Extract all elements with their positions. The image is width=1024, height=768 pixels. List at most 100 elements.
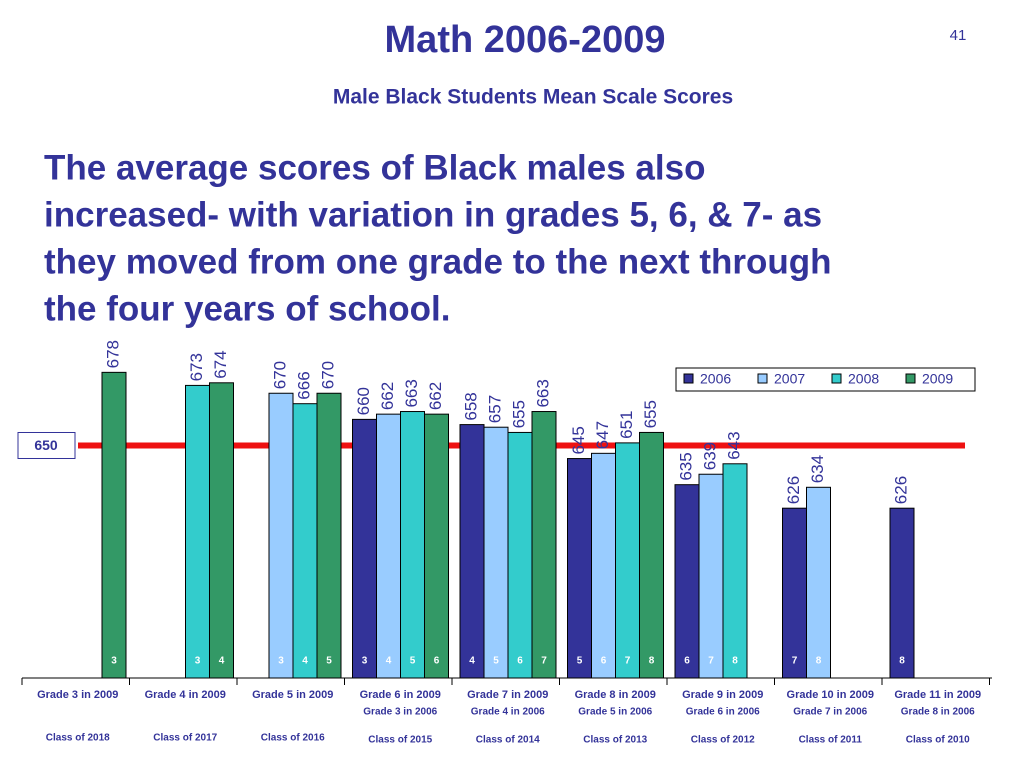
legend-box xyxy=(675,367,976,392)
x-tick-label: Grade 5 in 2009 xyxy=(252,689,333,701)
value-label: 645 xyxy=(569,426,588,454)
body-text: increased- with variation in grades 5, 6… xyxy=(44,195,822,234)
grade-label: 3 xyxy=(111,656,117,667)
legend-swatch xyxy=(905,373,916,384)
grade-label: 5 xyxy=(577,656,583,667)
bar xyxy=(698,473,724,679)
bar xyxy=(101,371,127,679)
grade-label: 8 xyxy=(649,656,655,667)
bar xyxy=(639,431,664,679)
grade-label: 5 xyxy=(326,656,332,667)
bar xyxy=(782,507,807,679)
value-label: 666 xyxy=(294,371,313,399)
x-tick-label: Grade 7 in 2009 xyxy=(467,689,548,701)
grade-label: 6 xyxy=(601,656,607,667)
value-label: 678 xyxy=(103,340,122,368)
x-tick-label: Grade 10 in 2009 xyxy=(787,689,874,701)
grade-label: 5 xyxy=(493,656,499,667)
grade-label: 4 xyxy=(219,656,225,667)
class-label: Class of 2015 xyxy=(368,735,432,746)
bar xyxy=(352,418,377,679)
bar xyxy=(459,424,485,679)
value-label: 626 xyxy=(784,476,803,504)
bar xyxy=(507,431,533,679)
class-label: Class of 2013 xyxy=(583,735,647,746)
class-label: Class of 2011 xyxy=(799,735,863,746)
grade-label: 7 xyxy=(708,656,714,667)
bar xyxy=(806,486,831,679)
bar xyxy=(292,403,318,679)
grade-label: 7 xyxy=(792,656,798,667)
class-label: Class of 2014 xyxy=(476,735,540,746)
legend-swatch xyxy=(757,373,768,384)
grade-label: 8 xyxy=(732,656,738,667)
legend-label: 2008 xyxy=(848,371,879,387)
x-tick-label: Grade 3 in 2009 xyxy=(37,689,118,701)
bar xyxy=(567,458,592,679)
legend-label: 2006 xyxy=(700,371,731,387)
value-label: 663 xyxy=(402,379,421,407)
grade-label: 3 xyxy=(195,656,201,667)
bar xyxy=(185,384,210,679)
class-label: Class of 2018 xyxy=(46,733,110,744)
bar xyxy=(674,484,700,679)
reference-label: 650 xyxy=(34,437,58,453)
grade-label: 6 xyxy=(434,656,440,667)
grade-label: 6 xyxy=(517,656,523,667)
grade-label: 4 xyxy=(302,656,308,667)
value-label: 651 xyxy=(617,411,636,439)
grade-label: 8 xyxy=(816,656,822,667)
x-tick-label: Grade 6 in 2009 xyxy=(360,689,441,701)
grade-label: 7 xyxy=(541,656,547,667)
value-label: 626 xyxy=(891,476,910,504)
grade-label: 3 xyxy=(278,656,284,667)
slide-title: Math 2006-2009 xyxy=(385,19,666,61)
x-sub-label: Grade 4 in 2006 xyxy=(471,707,545,718)
value-label: 639 xyxy=(700,442,719,470)
page-number: 41 xyxy=(950,27,967,44)
class-label: Class of 2017 xyxy=(153,733,217,744)
value-label: 635 xyxy=(676,452,695,480)
bar xyxy=(722,463,748,679)
grade-label: 4 xyxy=(469,656,475,667)
value-label: 662 xyxy=(426,382,445,410)
grade-label: 5 xyxy=(410,656,416,667)
grade-label: 8 xyxy=(899,656,905,667)
legend-label: 2007 xyxy=(774,371,805,387)
bar xyxy=(268,392,294,679)
body-text: the four years of school. xyxy=(44,289,450,328)
value-label: 663 xyxy=(533,379,552,407)
x-sub-label: Grade 5 in 2006 xyxy=(578,707,652,718)
grade-label: 7 xyxy=(625,656,631,667)
reference-label-box xyxy=(17,431,76,459)
grade-label: 3 xyxy=(362,656,368,667)
bar xyxy=(376,413,401,679)
bar xyxy=(889,507,915,679)
body-text: they moved from one grade to the next th… xyxy=(44,242,832,281)
x-sub-label: Grade 3 in 2006 xyxy=(363,707,437,718)
class-label: Class of 2016 xyxy=(261,733,325,744)
value-label: 655 xyxy=(509,400,528,428)
grade-label: 4 xyxy=(386,656,392,667)
bar xyxy=(316,392,342,679)
value-label: 670 xyxy=(270,361,289,389)
bar xyxy=(591,452,616,679)
x-tick-label: Grade 8 in 2009 xyxy=(575,689,656,701)
value-label: 643 xyxy=(724,431,743,459)
value-label: 670 xyxy=(318,361,337,389)
bar xyxy=(424,413,449,679)
value-label: 655 xyxy=(641,400,660,428)
value-label: 647 xyxy=(593,421,612,449)
x-tick-label: Grade 4 in 2009 xyxy=(145,689,226,701)
legend-swatch xyxy=(683,373,694,384)
bar xyxy=(483,426,509,679)
value-label: 674 xyxy=(211,350,230,378)
class-label: Class of 2010 xyxy=(906,735,970,746)
value-label: 662 xyxy=(378,382,397,410)
grade-label: 6 xyxy=(684,656,690,667)
x-sub-label: Grade 7 in 2006 xyxy=(793,707,867,718)
value-label: 657 xyxy=(485,395,504,423)
class-label: Class of 2012 xyxy=(691,735,755,746)
value-label: 634 xyxy=(808,455,827,483)
body-text: The average scores of Black males also xyxy=(44,148,705,187)
